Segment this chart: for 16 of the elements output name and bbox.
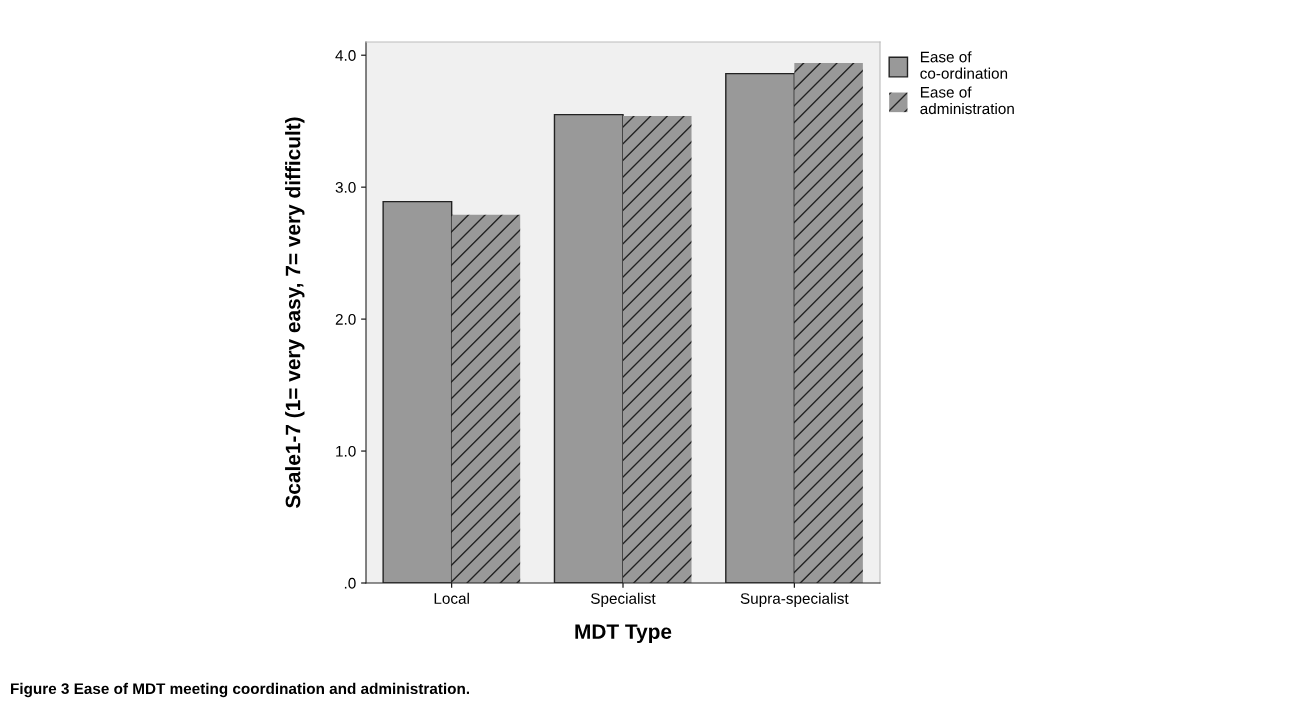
x-tick-label: Local bbox=[434, 592, 469, 604]
y-tick-label: 3.0 bbox=[335, 182, 356, 193]
y-axis-title: Scale1-7 (1= very easy, 7= very difficult) bbox=[285, 117, 305, 508]
y-tick-label: 1.0 bbox=[336, 445, 356, 457]
y-tick-label: .0 bbox=[344, 577, 356, 589]
x-tick-label: Supra-specialist bbox=[740, 592, 849, 607]
bar bbox=[451, 214, 521, 583]
x-tick-label: Specialist bbox=[591, 592, 656, 607]
legend-label: Ease of administration bbox=[920, 86, 1014, 115]
x-axis-title: MDT Type bbox=[575, 624, 672, 644]
legend-label: Ease of co-ordination bbox=[920, 51, 1008, 79]
y-tick-label: 2.0 bbox=[335, 313, 356, 325]
bar bbox=[794, 63, 863, 583]
caption: Figure 3 Ease of MDT meeting coordination and administration. bbox=[11, 682, 470, 698]
bar bbox=[623, 115, 692, 583]
y-tick-label: 4.0 bbox=[335, 50, 356, 61]
